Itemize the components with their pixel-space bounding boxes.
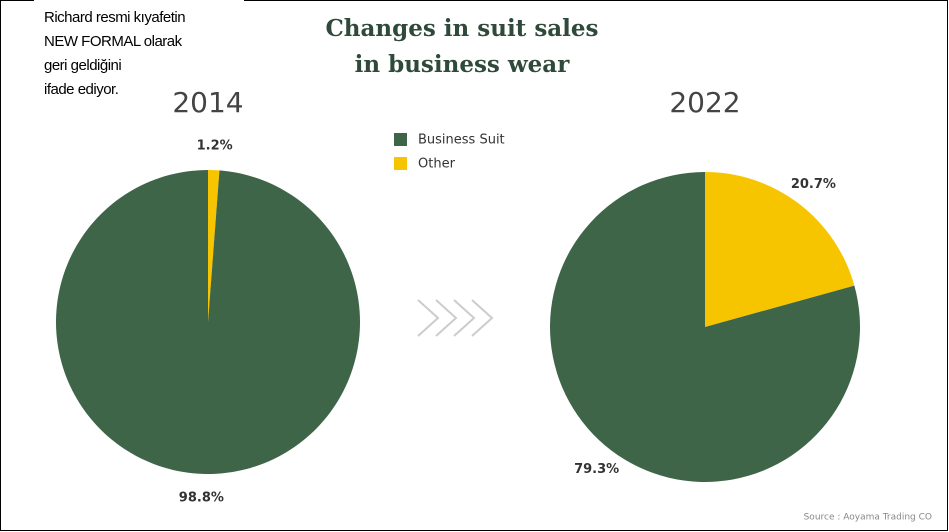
annotation-box — [34, 0, 244, 132]
pie-slice — [550, 172, 860, 482]
legend-swatch — [394, 133, 407, 146]
pie-title: 2022 — [669, 86, 740, 119]
pie-slice — [208, 170, 220, 322]
data-label: 98.8% — [179, 490, 224, 505]
legend-label: Business Suit — [418, 133, 505, 148]
annotation: NEW FORMAL olarak — [44, 33, 183, 50]
arrows — [417, 299, 494, 337]
pie-slice — [55, 170, 360, 474]
source: Source : Aoyama Trading CO — [804, 513, 932, 523]
data-label: 1.2% — [197, 139, 233, 154]
chart-title-line: in business wear — [355, 51, 571, 78]
annotation: geri geldiğini — [44, 57, 121, 74]
data-label: 20.7% — [791, 177, 836, 192]
chart-title-line: Changes in suit sales — [325, 15, 598, 42]
pie-slice — [705, 172, 855, 327]
data-label: 79.3% — [574, 462, 619, 477]
annotation: ifade ediyor. — [44, 81, 118, 98]
pie-title: 2014 — [172, 86, 243, 119]
legend-label: Other — [418, 157, 456, 172]
legend-swatch — [394, 157, 407, 170]
annotation: Richard resmi kıyafetin — [44, 9, 185, 26]
